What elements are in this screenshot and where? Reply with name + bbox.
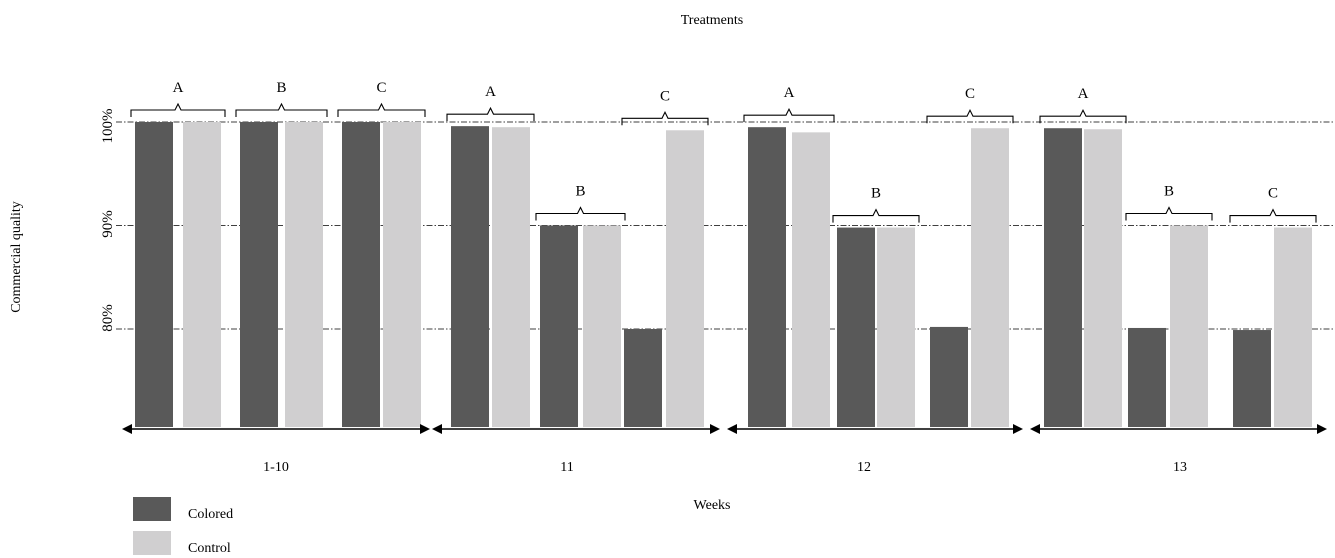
week-label-11: 11: [560, 460, 573, 475]
treatment-label-week-13-A: A: [1078, 86, 1089, 102]
week-axis-arrow-left-13: [1030, 424, 1040, 434]
x-axis-label: Weeks: [694, 498, 731, 513]
chart-title: Treatments: [681, 13, 743, 28]
y-tick-label-80: 80%: [100, 304, 116, 332]
legend-label-control: Control: [188, 541, 231, 556]
treatment-label-week-12-B: B: [871, 186, 881, 202]
y-axis-label: Commercial quality: [9, 201, 24, 313]
treatment-label-week-13-C: C: [1268, 186, 1278, 202]
bar-week-1-10-A-control: [183, 122, 221, 427]
bar-week-13-C-colored: [1233, 330, 1271, 427]
legend-swatch-control: [133, 531, 171, 555]
bar-week-1-10-B-control: [285, 122, 323, 427]
treatment-label-week-11-C: C: [660, 88, 670, 104]
week-axis-arrow-left-1-10: [122, 424, 132, 434]
bar-week-1-10-A-colored: [135, 122, 173, 427]
week-axis-arrow-right-12: [1013, 424, 1023, 434]
bar-week-13-B-colored: [1128, 327, 1166, 427]
bar-week-13-A-colored: [1044, 128, 1082, 427]
bar-week-1-10-C-colored: [342, 122, 380, 427]
bracket-week-12-B: [832, 208, 920, 223]
treatment-label-week-12-C: C: [965, 86, 975, 102]
week-axis-arrow-right-11: [710, 424, 720, 434]
bracket-week-13-C: [1229, 208, 1317, 223]
bracket-week-11-C: [621, 111, 709, 126]
bracket-week-13-A: [1039, 108, 1127, 124]
bar-week-11-C-colored: [624, 329, 662, 427]
treatment-brackets-layer: A B C A B C A B C A B C: [130, 80, 1317, 223]
legend-label-colored: Colored: [188, 507, 233, 522]
week-axis-layer: 1-10 11 12 13: [122, 424, 1327, 475]
bar-week-11-A-colored: [451, 126, 489, 427]
bar-week-13-B-control: [1170, 225, 1208, 427]
bar-week-12-B-control: [877, 227, 915, 427]
week-axis-arrow-right-1-10: [420, 424, 430, 434]
bracket-week-1-10-B: [235, 102, 328, 117]
bar-week-1-10-C-control: [383, 122, 421, 427]
bar-week-12-C-control: [971, 128, 1009, 427]
week-axis-arrow-right-13: [1317, 424, 1327, 434]
bar-week-12-A-control: [792, 132, 830, 427]
bracket-week-11-B: [535, 206, 626, 221]
treatment-label-week-12-A: A: [784, 85, 795, 101]
bar-week-11-B-control: [583, 225, 621, 427]
treatment-label-week-1-10-A: A: [173, 80, 184, 96]
week-axis-arrow-left-11: [432, 424, 442, 434]
bar-week-11-A-control: [492, 127, 530, 428]
bar-week-11-B-colored: [540, 225, 578, 427]
bracket-week-13-B: [1125, 206, 1213, 221]
week-axis-arrow-left-12: [727, 424, 737, 434]
y-tick-label-100: 100%: [100, 109, 116, 144]
bracket-week-1-10-A: [130, 102, 226, 117]
bracket-week-12-C: [926, 108, 1014, 124]
y-tick-label-90: 90%: [100, 210, 116, 238]
legend-swatch-colored: [133, 497, 171, 521]
treatment-label-week-11-B: B: [575, 184, 585, 200]
treatment-label-week-1-10-C: C: [376, 80, 386, 96]
bracket-week-11-A: [446, 106, 535, 122]
bracket-week-12-A: [743, 107, 835, 123]
bar-week-11-C-control: [666, 130, 704, 427]
week-label-13: 13: [1173, 460, 1187, 475]
bars-layer: [135, 122, 1312, 428]
bar-week-1-10-B-colored: [240, 122, 278, 427]
week-label-12: 12: [857, 460, 871, 475]
legend: Colored Control: [133, 497, 233, 556]
week-label-1-10: 1-10: [263, 460, 289, 475]
treatment-label-week-1-10-B: B: [276, 80, 286, 96]
bar-week-12-C-colored: [930, 326, 968, 427]
treatment-label-week-13-B: B: [1164, 184, 1174, 200]
treatment-label-week-11-A: A: [485, 84, 496, 100]
bar-week-13-A-control: [1084, 129, 1122, 427]
bar-week-12-B-colored: [837, 227, 875, 427]
bracket-week-1-10-C: [337, 102, 426, 117]
bar-week-12-A-colored: [748, 127, 786, 428]
bar-week-13-C-control: [1274, 227, 1312, 427]
